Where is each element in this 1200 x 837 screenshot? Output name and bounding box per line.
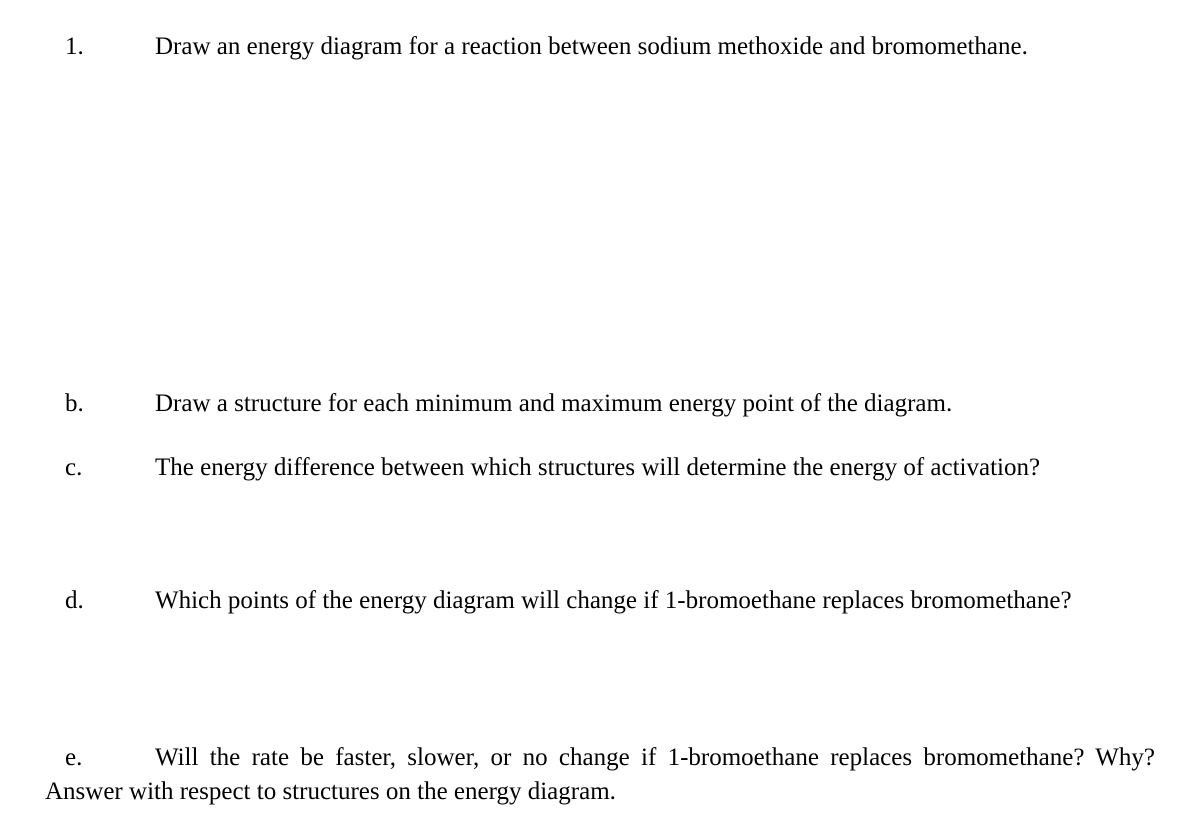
question-e: e.Will the rate be faster, slower, or no… xyxy=(45,741,1155,809)
question-d: d. Which points of the energy diagram wi… xyxy=(45,584,1155,618)
question-b-text: Draw a structure for each minimum and ma… xyxy=(155,387,1155,421)
question-e-text: Will the rate be faster, slower, or no c… xyxy=(45,744,1155,805)
question-d-text: Which points of the energy diagram will … xyxy=(155,584,1155,618)
question-c: c. The energy difference between which s… xyxy=(45,451,1155,485)
question-e-label: e. xyxy=(45,741,155,775)
question-c-text: The energy difference between which stru… xyxy=(155,451,1155,485)
question-d-label: d. xyxy=(45,584,155,618)
worksheet-page: 1. Draw an energy diagram for a reaction… xyxy=(0,0,1200,837)
question-b: b. Draw a structure for each minimum and… xyxy=(45,387,1155,421)
question-b-label: b. xyxy=(45,387,155,421)
question-c-label: c. xyxy=(45,451,155,485)
question-1-label: 1. xyxy=(45,30,155,64)
question-1: 1. Draw an energy diagram for a reaction… xyxy=(45,30,1155,64)
question-1-text: Draw an energy diagram for a reaction be… xyxy=(155,30,1155,64)
